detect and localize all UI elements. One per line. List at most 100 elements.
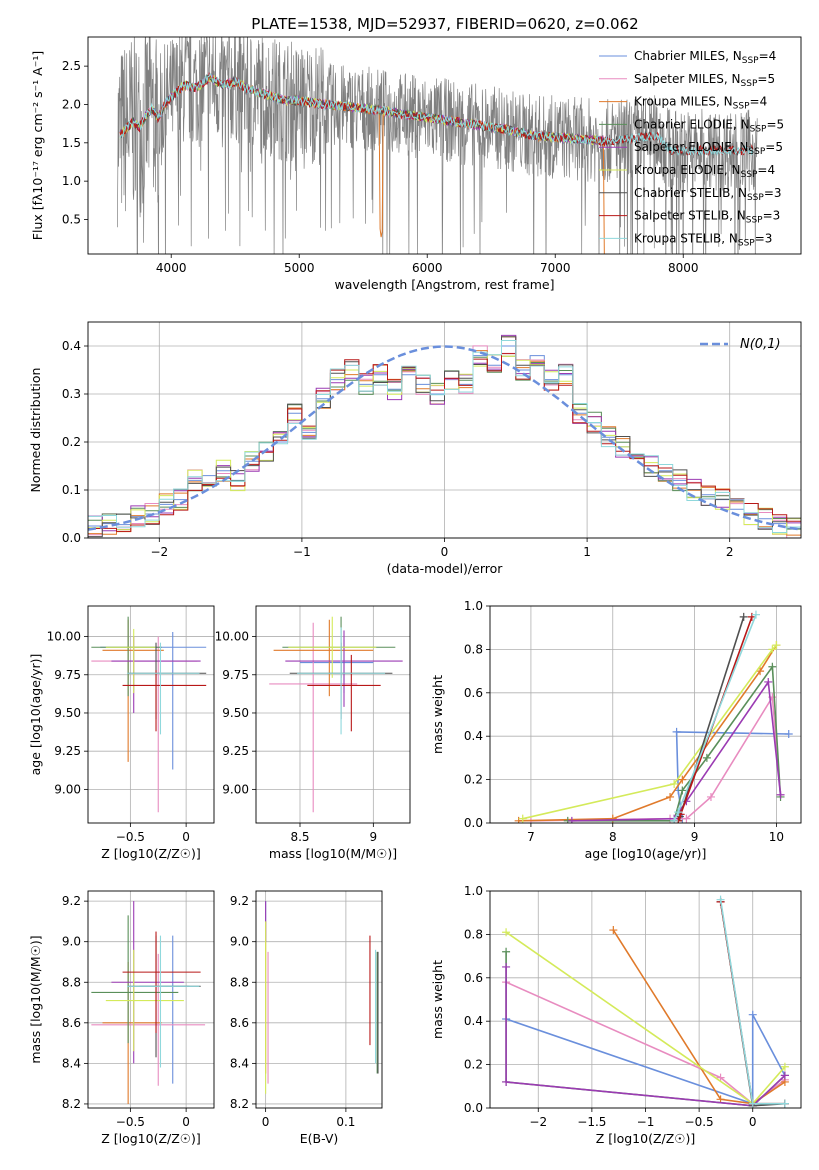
axes-frame <box>255 605 411 824</box>
figure-title: PLATE=1538, MJD=52937, FIBERID=0620, z=0… <box>251 15 638 33</box>
legend-label: Kroupa ELODIE, NSSP=4 <box>634 163 775 180</box>
panel-mass_vs_age: 8.5 9 9.00 9.25 9.50 9.75 10.00 mass [log10(M/M… <box>215 605 411 861</box>
weight-marker <box>780 1099 789 1108</box>
x-tick-label: −1 <box>293 545 311 559</box>
x-axis-label: age [log10(age/yr)] <box>585 846 707 861</box>
y-tick-label: 2.5 <box>62 59 81 73</box>
y-tick-label: 8.4 <box>230 1056 249 1070</box>
panel-z_vs_weight: −2 −1.5 −1 −0.5 0 0.0 0.2 0.4 0.6 0.8 1.0 Z [log10(… <box>430 884 802 1146</box>
y-tick-label: 1.0 <box>464 884 483 898</box>
weight-marker <box>567 816 576 823</box>
weight-marker <box>670 816 679 823</box>
x-axis-label: E(B-V) <box>300 1131 339 1146</box>
x-tick-label: −2 <box>150 545 168 559</box>
x-tick-label: −2 <box>529 1115 547 1129</box>
y-tick-label: 0.0 <box>62 531 81 545</box>
weight-marker <box>764 677 773 686</box>
histogram-series-6 <box>88 336 801 538</box>
weight-marker <box>682 814 691 823</box>
y-tick-label: 0.4 <box>464 1014 483 1028</box>
x-tick-label: 2 <box>726 545 734 559</box>
y-tick-label: 8.6 <box>62 1016 81 1030</box>
panel-residuals: −2 −1 0 1 2 0.0 0.1 0.2 0.3 0.4 (data-model)/error… <box>28 321 802 576</box>
plot-area <box>514 610 793 823</box>
weight-marker <box>780 1071 789 1080</box>
y-tick-label: 8.6 <box>230 1016 249 1030</box>
weight-marker <box>716 1073 725 1082</box>
x-tick-label: 0 <box>182 1115 190 1129</box>
weight-marker <box>776 790 785 799</box>
weight-marker <box>674 808 683 817</box>
weight-marker <box>672 727 681 736</box>
weight-marker <box>784 730 793 739</box>
normal-curve <box>88 345 801 531</box>
x-axis-label: (data-model)/error <box>387 561 504 576</box>
weight-marker <box>706 792 715 801</box>
y-tick-label: 0.8 <box>464 642 483 656</box>
axes-frame <box>489 605 802 824</box>
legend: Chabrier MILES, NSSP=4 Salpeter MILES, NS… <box>599 49 784 248</box>
x-tick-label: 1 <box>583 545 591 559</box>
weight-marker <box>768 645 777 654</box>
y-tick-label: 9.0 <box>62 935 81 949</box>
panel-z_vs_age: −0.5 0 9.00 9.25 9.50 9.75 10.00 Z [log10(Z/Z☉)… <box>28 605 215 861</box>
plot-area <box>269 616 403 813</box>
y-tick-label: 0.2 <box>62 435 81 449</box>
y-axis-label: Normed distribution <box>28 368 43 493</box>
y-tick-label: 9.0 <box>230 935 249 949</box>
axes-frame <box>87 890 215 1109</box>
y-axis-label: mass [log10(M/M☉)] <box>28 935 43 1063</box>
y-tick-label: 9.75 <box>222 668 249 682</box>
x-tick-label: 0 <box>182 830 190 844</box>
legend-label: N(0,1) <box>740 337 781 352</box>
x-tick-label: 7000 <box>540 261 571 275</box>
y-tick-label: 8.4 <box>62 1056 81 1070</box>
x-tick-label: 7 <box>527 830 535 844</box>
legend-label: Chabrier STELIB, NSSP=3 <box>634 186 782 203</box>
panel-spectrum: 4000 5000 6000 7000 8000 0.5 1.0 1.5 2.0 2.5 wavel… <box>30 36 802 292</box>
plot-area <box>117 37 758 254</box>
x-tick-label: −0.5 <box>116 1115 145 1129</box>
x-tick-label: 9 <box>370 830 378 844</box>
y-tick-label: 9.25 <box>54 744 81 758</box>
y-tick-label: 0.2 <box>464 1058 483 1072</box>
axes-frame <box>255 890 383 1109</box>
weight-line-0 <box>505 1014 786 1105</box>
weight-marker <box>502 962 511 971</box>
y-tick-label: 1.0 <box>464 599 483 613</box>
x-tick-label: 8 <box>609 830 617 844</box>
weight-marker <box>768 662 777 671</box>
x-tick-label: 8000 <box>668 261 699 275</box>
weight-marker <box>666 792 675 801</box>
y-axis-label: age [log10(age/yr)] <box>28 654 43 776</box>
y-tick-label: 0.6 <box>464 686 483 700</box>
weight-marker <box>514 816 523 823</box>
x-axis-label: mass [log10(M/M☉)] <box>269 846 397 861</box>
x-tick-label: 6000 <box>412 261 443 275</box>
y-tick-label: 0.4 <box>62 339 81 353</box>
axes-frame <box>87 605 215 824</box>
x-tick-label: 0.1 <box>336 1115 355 1129</box>
x-tick-label: 5000 <box>284 261 315 275</box>
histogram-series-7 <box>88 353 801 532</box>
y-tick-label: 0.4 <box>464 729 483 743</box>
weight-marker <box>702 753 711 762</box>
y-tick-label: 1.5 <box>62 136 81 150</box>
model-line-8 <box>119 73 754 156</box>
y-tick-label: 10.00 <box>215 630 249 644</box>
y-tick-label: 9.25 <box>222 744 249 758</box>
weight-marker <box>748 1010 757 1019</box>
plot-area <box>265 901 379 1094</box>
weight-marker <box>772 641 781 650</box>
y-tick-label: 0.5 <box>62 212 81 226</box>
panel-age_vs_weight: 7 8 9 10 0.0 0.2 0.4 0.6 0.8 1.0 age [log10(age/yr… <box>430 599 802 861</box>
x-axis-label: wavelength [Angstrom, rest frame] <box>334 277 554 292</box>
x-tick-label: 0 <box>262 1115 270 1129</box>
histogram-series-8 <box>88 340 801 533</box>
weight-marker <box>780 1062 789 1071</box>
weight-line-1 <box>505 981 786 1105</box>
y-tick-label: 0.6 <box>464 971 483 985</box>
weight-marker <box>748 1099 757 1108</box>
weight-marker <box>502 1077 511 1086</box>
y-tick-label: 8.8 <box>230 975 249 989</box>
